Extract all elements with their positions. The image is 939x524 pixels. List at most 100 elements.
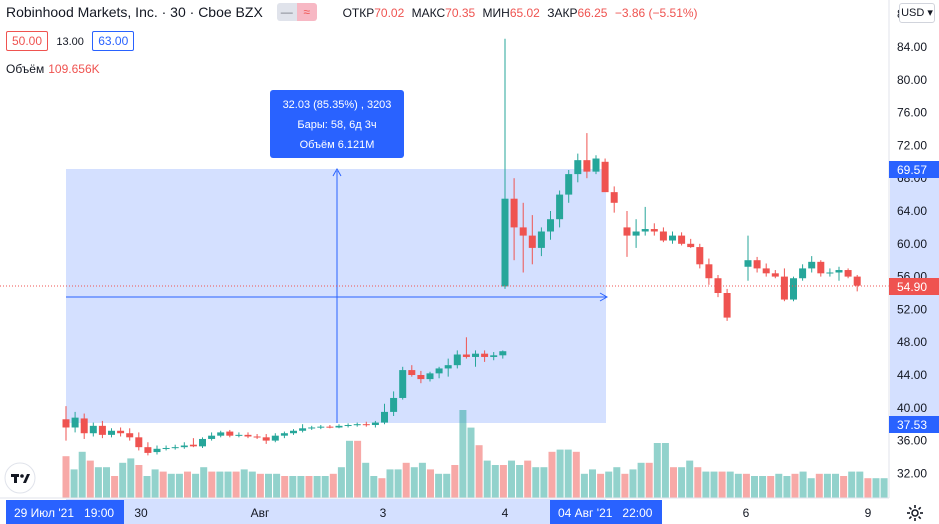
volume-bar xyxy=(516,465,524,498)
volume-bar xyxy=(313,476,321,498)
candle-body xyxy=(290,430,297,434)
candle-body xyxy=(762,268,770,274)
volume-bar xyxy=(151,469,159,498)
volume-bar xyxy=(127,458,135,498)
tradingview-logo-icon[interactable] xyxy=(4,462,36,494)
minus-icon[interactable]: — xyxy=(276,3,297,22)
price-label-bottom: 37.53 xyxy=(897,418,927,432)
candle-body xyxy=(771,273,779,277)
candle-body xyxy=(799,268,807,279)
candle-body xyxy=(556,194,564,220)
candle-body xyxy=(853,276,861,286)
candle-body xyxy=(89,425,97,434)
volume-bar xyxy=(759,476,767,498)
volume-bar xyxy=(856,471,864,498)
volume-bar xyxy=(103,467,110,498)
candle-body xyxy=(344,425,352,427)
gear-icon[interactable] xyxy=(905,503,925,523)
candle-body xyxy=(601,161,609,193)
y-tick-label: 48.00 xyxy=(897,335,927,349)
candle-body xyxy=(687,243,695,248)
candle-body xyxy=(98,425,106,435)
ask-button[interactable]: 63.00 xyxy=(92,31,135,51)
volume-bar xyxy=(321,476,329,498)
volume-bar xyxy=(224,471,232,498)
volume-bar xyxy=(524,460,532,498)
measure-range-box xyxy=(66,169,606,423)
candle-body xyxy=(162,447,170,449)
volume-bar xyxy=(78,451,86,498)
symbol-title[interactable]: Robinhood Markets, Inc. · 30 · Cboe BZX xyxy=(6,4,263,20)
price-label-bottom-box xyxy=(889,416,939,433)
volume-bar xyxy=(362,462,370,498)
candle-body xyxy=(180,445,188,448)
volume-bar xyxy=(427,469,434,498)
volume-bar xyxy=(734,473,742,498)
volume-bar xyxy=(799,471,807,498)
ohlc-values: ОТКР70.02 МАКС70.35 МИН65.02 ЗАКР66.25 −… xyxy=(342,6,698,20)
volume-bar xyxy=(135,465,143,498)
candle-body xyxy=(317,426,325,428)
volume-bar xyxy=(621,473,629,498)
time-scale-range-highlight xyxy=(66,499,606,524)
time-label-left: 29 Июл '21 19:00 xyxy=(14,506,114,520)
candle-body xyxy=(253,436,261,438)
volume-bar xyxy=(548,451,556,498)
volume-bar xyxy=(499,465,507,498)
volume-bar xyxy=(216,471,224,498)
candle-body xyxy=(696,247,704,265)
volume-bar xyxy=(175,473,183,498)
candle-body xyxy=(499,351,507,356)
volume-bar xyxy=(70,469,78,498)
price-label-top-box xyxy=(889,161,939,178)
measure-tooltip-line2: Бары: 58, 6д 3ч xyxy=(297,119,376,131)
y-tick-label: 60.00 xyxy=(897,237,927,251)
bid-button[interactable]: 50.00 xyxy=(6,31,49,51)
candle-body xyxy=(678,235,686,244)
volume-bar xyxy=(232,471,240,498)
volume-bar xyxy=(386,469,394,498)
volume-bar xyxy=(532,467,540,498)
candle-body xyxy=(262,437,270,441)
y-tick-label: 80.00 xyxy=(897,73,927,87)
volume-bar xyxy=(119,462,127,498)
x-tick-label: 6 xyxy=(743,506,750,520)
volume-bar xyxy=(62,456,70,498)
currency-dropdown[interactable]: USD ▾ xyxy=(899,3,935,23)
candle-body xyxy=(353,424,361,426)
candle-body xyxy=(217,432,225,436)
candle-body xyxy=(444,365,452,369)
volume-bar xyxy=(143,476,151,498)
volume-bar xyxy=(240,469,248,498)
candle-body xyxy=(705,264,713,279)
candle-body xyxy=(610,192,618,203)
x-tick-label: 30 xyxy=(134,506,148,520)
candle-body xyxy=(650,229,658,232)
volume-bar xyxy=(289,476,297,498)
volume-bar xyxy=(629,469,637,498)
volume-bar xyxy=(637,462,645,498)
compare-toggle[interactable]: — ≈ xyxy=(276,3,317,22)
volume-bar xyxy=(840,476,848,498)
candle-body xyxy=(623,227,631,236)
price-scale-range-highlight xyxy=(890,169,939,423)
price-label-current: 54.90 xyxy=(897,280,927,294)
volume-bar xyxy=(248,471,256,498)
volume-bar xyxy=(597,473,605,498)
approx-icon[interactable]: ≈ xyxy=(296,3,317,22)
y-tick-label: 40.00 xyxy=(897,401,927,415)
time-scale[interactable]: 30 Авг 3 4 6 9 29 Июл '21 19:00 04 Авг '21 22… xyxy=(0,497,939,524)
volume-bar xyxy=(848,471,856,498)
candle-body xyxy=(753,260,761,269)
volume-bar xyxy=(418,462,426,498)
price-scale[interactable]: 88.0084.0080.0076.0072.0068.0064.0060.00… xyxy=(888,0,939,498)
candle-body xyxy=(481,353,489,357)
candle-body xyxy=(462,354,470,357)
volume-bar xyxy=(661,443,669,498)
candle-body xyxy=(171,447,179,449)
y-tick-label: 72.00 xyxy=(897,138,927,152)
volume-bar xyxy=(208,471,216,498)
candle-body xyxy=(117,430,125,434)
candle-body xyxy=(189,444,197,447)
